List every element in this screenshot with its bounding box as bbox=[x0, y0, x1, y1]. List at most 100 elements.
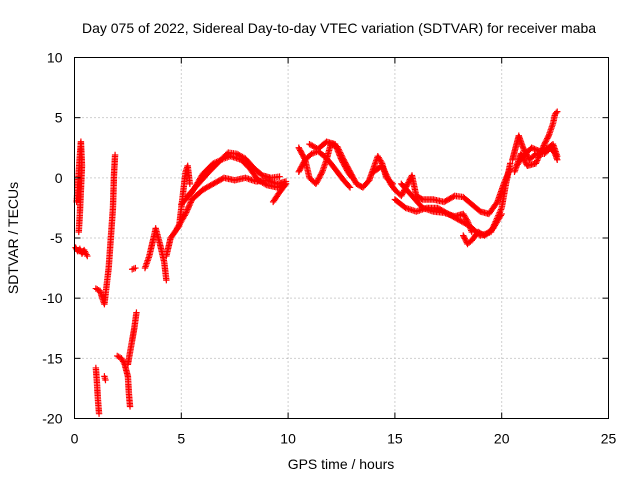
data-point bbox=[554, 152, 561, 160]
data-point bbox=[186, 200, 194, 208]
y-tick-label: 10 bbox=[47, 50, 63, 66]
data-points-layer bbox=[72, 108, 561, 417]
data-point bbox=[282, 180, 290, 188]
data-point bbox=[379, 164, 386, 171]
data-point bbox=[186, 180, 194, 188]
data-point bbox=[133, 309, 140, 316]
data-point bbox=[552, 109, 560, 117]
data-point bbox=[181, 212, 188, 219]
data-point bbox=[405, 179, 412, 186]
data-point bbox=[497, 212, 505, 219]
data-point bbox=[384, 174, 391, 182]
data-point bbox=[94, 286, 101, 293]
data-point bbox=[383, 171, 390, 179]
data-point bbox=[543, 136, 550, 144]
y-axis-label: SDTVAR / TECUs bbox=[5, 182, 21, 294]
data-point bbox=[163, 276, 170, 284]
data-point bbox=[532, 160, 540, 167]
data-point bbox=[274, 184, 281, 191]
data-point bbox=[544, 133, 552, 141]
data-point bbox=[507, 160, 514, 167]
x-tick-label: 15 bbox=[387, 431, 403, 447]
data-point bbox=[498, 210, 505, 218]
data-point bbox=[184, 206, 191, 213]
grid-layer bbox=[74, 57, 609, 419]
data-point bbox=[378, 162, 386, 169]
data-point bbox=[182, 210, 189, 218]
data-point bbox=[497, 206, 505, 213]
data-point bbox=[460, 232, 467, 239]
data-point bbox=[186, 202, 193, 209]
data-point bbox=[84, 252, 91, 260]
data-point bbox=[404, 180, 411, 188]
data-point bbox=[468, 228, 475, 236]
data-point bbox=[381, 168, 389, 176]
data-point bbox=[115, 353, 122, 360]
data-point bbox=[541, 140, 548, 148]
data-point bbox=[187, 199, 194, 206]
data-point bbox=[534, 155, 542, 163]
data-point bbox=[532, 146, 540, 153]
data-point bbox=[102, 376, 109, 384]
data-point bbox=[533, 158, 540, 166]
data-point bbox=[346, 184, 354, 191]
data-point bbox=[75, 228, 82, 236]
data-point bbox=[183, 209, 190, 216]
data-point bbox=[529, 145, 537, 152]
data-point bbox=[405, 177, 413, 185]
data-point bbox=[382, 170, 389, 177]
data-point bbox=[544, 135, 551, 142]
data-point bbox=[132, 264, 139, 272]
data-point bbox=[386, 177, 393, 185]
data-point bbox=[383, 173, 391, 180]
y-tick-label: -5 bbox=[50, 230, 63, 246]
data-point bbox=[262, 181, 269, 188]
data-point bbox=[463, 216, 470, 223]
data-point bbox=[460, 233, 468, 241]
data-point bbox=[418, 195, 425, 202]
data-point bbox=[95, 410, 103, 417]
data-point bbox=[462, 236, 469, 244]
y-tick-label: 0 bbox=[55, 170, 63, 186]
data-point bbox=[534, 146, 541, 154]
data-point bbox=[380, 165, 387, 173]
y-tick-label: 5 bbox=[55, 110, 63, 126]
data-point bbox=[554, 108, 561, 115]
data-point bbox=[130, 265, 137, 272]
data-point bbox=[348, 173, 355, 180]
data-point bbox=[348, 174, 356, 182]
x-tick-label: 25 bbox=[601, 431, 617, 447]
data-point bbox=[528, 144, 535, 151]
tick-layer: 0 5 10 15 20 25 -20 -15 -10 -5 0 5 10 bbox=[42, 50, 616, 447]
data-point bbox=[318, 169, 325, 177]
data-point bbox=[276, 173, 283, 180]
data-point bbox=[223, 150, 231, 157]
data-point bbox=[535, 154, 542, 161]
data-point bbox=[281, 181, 289, 189]
data-point bbox=[381, 167, 388, 174]
x-axis-label: GPS time / hours bbox=[288, 456, 395, 472]
data-point bbox=[126, 403, 134, 410]
data-point bbox=[531, 145, 538, 153]
data-point bbox=[185, 203, 192, 210]
data-point bbox=[184, 204, 192, 212]
y-tick-label: -20 bbox=[42, 411, 62, 427]
y-tick-label: -10 bbox=[42, 290, 62, 306]
y-tick-label: -15 bbox=[42, 350, 62, 366]
x-tick-label: 0 bbox=[71, 431, 79, 447]
data-point bbox=[128, 266, 136, 273]
data-point bbox=[183, 207, 191, 215]
chart-title: Day 075 of 2022, Sidereal Day-to-day VTE… bbox=[82, 20, 596, 36]
data-point bbox=[542, 138, 550, 145]
data-point bbox=[493, 200, 500, 207]
x-tick-label: 20 bbox=[494, 431, 510, 447]
data-point bbox=[461, 235, 468, 242]
data-point bbox=[385, 176, 392, 183]
data-point bbox=[345, 183, 353, 190]
data-point bbox=[111, 151, 119, 159]
data-point bbox=[83, 251, 90, 258]
data-point bbox=[541, 139, 549, 146]
x-tick-label: 5 bbox=[177, 431, 185, 447]
data-point bbox=[533, 157, 541, 164]
